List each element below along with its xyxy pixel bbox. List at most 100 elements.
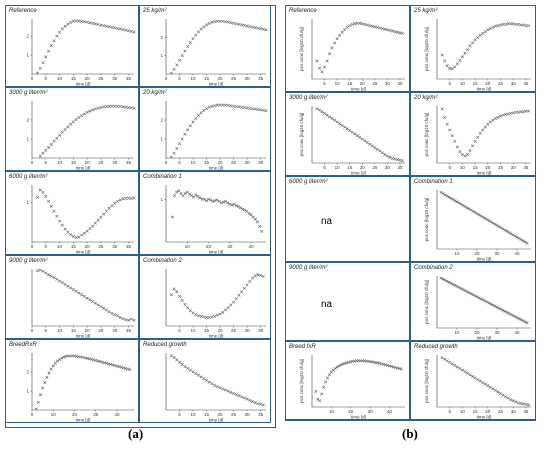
- data-point: [210, 104, 214, 108]
- data-point: [96, 23, 100, 26]
- data-point: [481, 298, 485, 302]
- x-tick-label: 30: [511, 409, 517, 414]
- data-point: [186, 366, 190, 370]
- data-point: [469, 208, 473, 212]
- data-point: [475, 212, 479, 216]
- chart-a-reference: Reference 0 5 10 15 20 25 30 35 1 2 time [d]: [5, 5, 139, 87]
- data-point: [186, 306, 190, 310]
- data-point: [460, 152, 464, 156]
- chart-plot: 5 10 15 20 25 30 35 time [d] pos conc [log10 cfu…: [299, 19, 405, 91]
- axes: [436, 276, 531, 329]
- data-point: [448, 128, 452, 132]
- data-point: [449, 281, 453, 285]
- data-point: [441, 192, 445, 196]
- axes: [436, 190, 531, 250]
- data-point: [109, 362, 113, 366]
- data-point: [77, 235, 81, 239]
- data-point: [188, 309, 192, 313]
- axes: [165, 269, 266, 327]
- data-point: [218, 103, 222, 107]
- data-point: [240, 395, 244, 399]
- x-tick-label: 5: [178, 412, 181, 417]
- data-point: [237, 22, 241, 26]
- data-point: [478, 33, 482, 37]
- data-point: [513, 234, 517, 238]
- data-point: [255, 220, 259, 224]
- chart-title: Reference: [9, 8, 37, 14]
- data-point: [345, 25, 349, 29]
- data-point: [355, 134, 359, 138]
- data-point: [180, 298, 184, 302]
- chart-title: 9000 g liter/m²: [289, 265, 328, 271]
- data-point: [499, 226, 503, 230]
- data-point: [77, 291, 81, 295]
- data-point: [88, 227, 92, 231]
- data-point: [69, 20, 73, 24]
- data-point: [259, 108, 263, 112]
- data-point: [194, 33, 198, 37]
- data-point: [215, 385, 219, 389]
- x-tick-label: 20: [474, 330, 480, 335]
- data-point: [395, 158, 399, 162]
- data-point: [115, 26, 119, 30]
- x-tick-label: 25: [498, 409, 504, 414]
- x-tick-label: 20: [485, 409, 491, 414]
- data-point: [467, 207, 471, 211]
- data-point: [82, 294, 86, 298]
- x-tick-label: 35: [126, 328, 132, 333]
- data-point: [124, 28, 128, 32]
- data-point: [345, 361, 349, 365]
- data-point: [237, 105, 241, 109]
- data-point: [343, 125, 347, 129]
- x-tick-label: 30: [112, 76, 118, 81]
- data-point: [219, 201, 223, 205]
- data-point: [85, 296, 89, 300]
- data-point: [372, 360, 376, 364]
- data-point: [260, 229, 264, 233]
- data-point: [80, 233, 84, 237]
- chart-a-reduced: Reduced growth 5 10 15 20 25 30 35 time [d]: [139, 339, 271, 423]
- data-point: [486, 384, 490, 388]
- data-point: [102, 24, 106, 28]
- data-point: [126, 196, 130, 200]
- data-point: [256, 108, 260, 112]
- data-point: [107, 206, 111, 210]
- data-point: [501, 308, 505, 312]
- data-point: [248, 280, 252, 284]
- x-tick-label: 20: [360, 81, 366, 86]
- data-point: [49, 367, 53, 371]
- data-point: [36, 400, 40, 404]
- data-point: [183, 192, 187, 196]
- data-point: [463, 289, 467, 293]
- data-point: [240, 23, 244, 27]
- x-axis-label: time [d]: [477, 87, 492, 92]
- data-point: [110, 104, 114, 108]
- data-point: [194, 313, 198, 317]
- chart-title: Combination 1: [414, 179, 453, 185]
- data-point: [83, 356, 87, 360]
- y-tick-label: 1: [26, 137, 29, 142]
- data-point: [205, 378, 209, 382]
- chart-title: Reduced growth: [414, 344, 458, 350]
- data-point: [71, 235, 75, 239]
- data-point: [443, 193, 447, 197]
- chart-title: 3000 g liter/m²: [289, 95, 328, 101]
- data-point: [183, 49, 187, 53]
- data-point: [169, 155, 173, 159]
- data-point: [250, 276, 254, 280]
- data-point: [71, 120, 75, 124]
- data-point: [169, 293, 173, 297]
- data-point: [476, 36, 480, 40]
- data-point: [99, 23, 103, 27]
- data-point: [96, 218, 100, 222]
- data-point: [102, 306, 106, 310]
- data-point: [453, 65, 457, 69]
- data-point: [335, 120, 339, 124]
- data-point: [453, 199, 457, 203]
- data-point: [388, 155, 392, 159]
- data-point: [481, 215, 485, 219]
- data-point: [256, 26, 260, 30]
- data-point: [51, 364, 55, 368]
- data-point: [509, 312, 513, 316]
- x-tick-label: 15: [71, 328, 77, 333]
